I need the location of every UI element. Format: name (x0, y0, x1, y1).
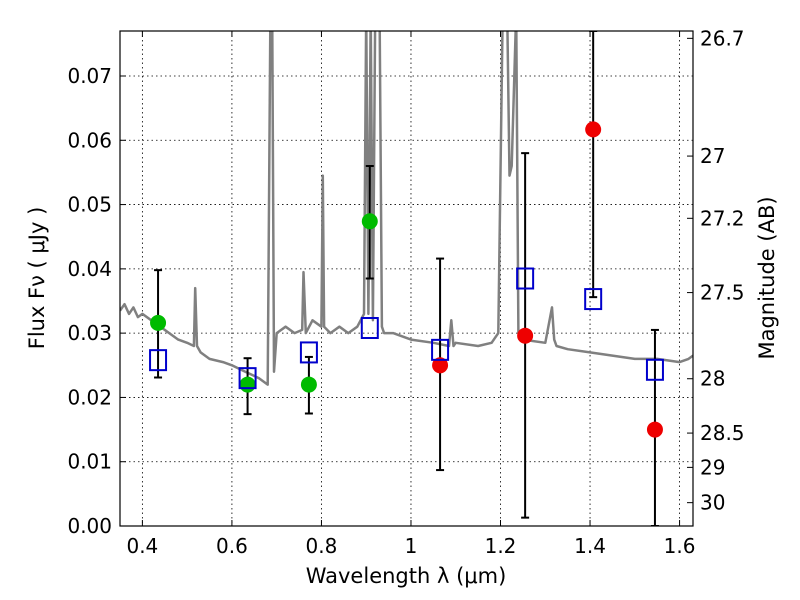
right-tick-label: 27 (700, 144, 725, 168)
y-tick-label: 0.05 (67, 193, 112, 217)
photometry-point (517, 327, 534, 344)
plot-frame (119, 30, 694, 527)
right-axis-label: Magnitude (AB) (755, 196, 779, 359)
y-tick-label: 0.06 (67, 128, 112, 152)
model-flux-square (299, 341, 318, 364)
photometry-point (585, 121, 602, 138)
x-tick-label: 0.6 (216, 534, 248, 558)
model-flux-square (360, 317, 379, 339)
right-tick-label: 26.7 (700, 26, 745, 50)
y-tick-label: 0.02 (67, 385, 112, 409)
axis-ticks: 0.4 0.6 0.8 1 1.2 1.4 1.6 0.00 0.01 0.02 0.03 0.04 0… (67, 26, 744, 558)
y-tick-label: 0.07 (67, 64, 112, 88)
y-tick-label: 0.04 (67, 257, 112, 281)
model-flux-square (149, 349, 168, 372)
x-tick-label: 0.8 (306, 534, 338, 558)
right-tick-label: 29 (700, 455, 725, 479)
x-axis-label: Wavelength λ (μm) (306, 564, 507, 588)
photometry-point (646, 421, 663, 438)
photometry-point (361, 213, 378, 230)
right-tick-label: 28 (700, 367, 725, 391)
model-flux-square (516, 267, 535, 290)
model-flux-square (584, 288, 603, 311)
right-tick-label: 30 (700, 491, 725, 515)
x-tick-label: 1.4 (574, 534, 606, 558)
photometry-point (300, 376, 317, 393)
right-tick-label: 27.2 (700, 206, 745, 230)
y-tick-label: 0.00 (67, 514, 112, 538)
photometry-point (432, 357, 449, 374)
model-flux-square (431, 338, 450, 361)
grid-lines (120, 31, 693, 527)
right-tick-label: 28.5 (700, 421, 745, 445)
photometry-point (150, 314, 167, 331)
x-tick-label: 0.4 (126, 534, 158, 558)
photometry-point (239, 376, 256, 393)
model-flux-square (645, 358, 664, 381)
x-tick-label: 1.2 (485, 534, 517, 558)
y-tick-label: 0.01 (67, 450, 112, 474)
y-tick-label: 0.03 (67, 321, 112, 345)
right-tick-label: 27.5 (700, 281, 745, 305)
x-tick-label: 1.6 (664, 534, 696, 558)
model-flux-square (238, 367, 257, 390)
data-markers (149, 121, 664, 438)
y-axis-label: Flux Fν ( μJy ) (25, 207, 49, 350)
x-tick-label: 1 (405, 534, 418, 558)
